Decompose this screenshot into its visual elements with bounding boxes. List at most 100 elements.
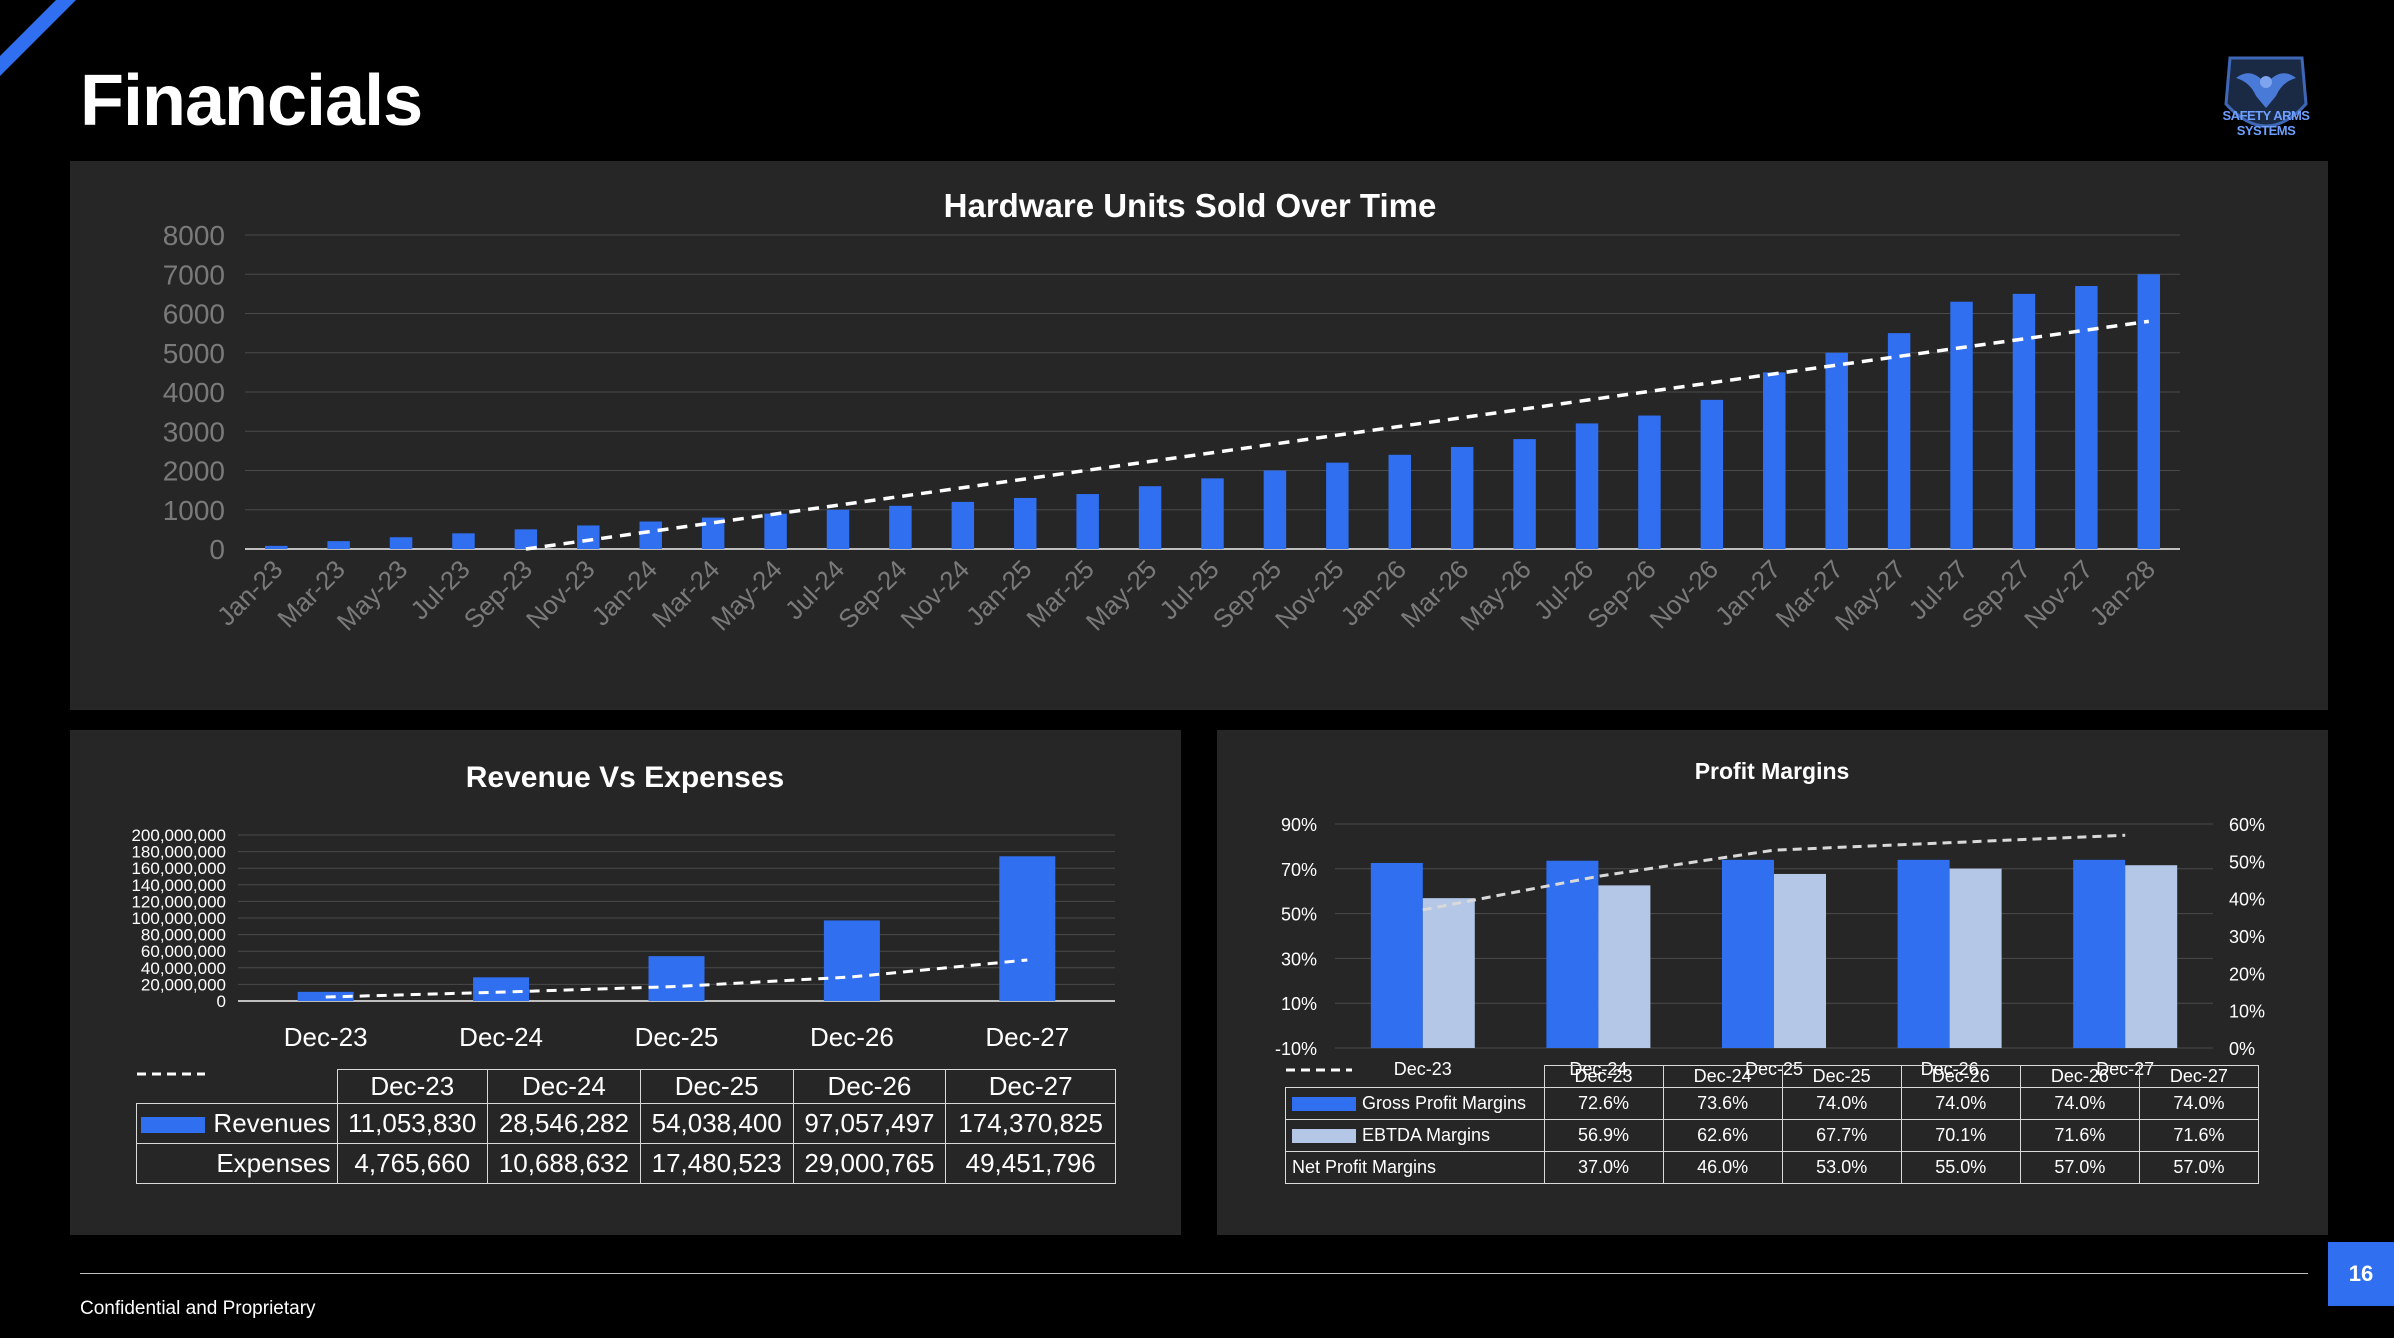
x-tick-label: Dec-27 <box>985 1022 1069 1052</box>
x-tick-label: Dec-26 <box>810 1022 894 1052</box>
x-tick-label: Jan-27 <box>1709 554 1786 631</box>
y-tick-label-left: 90% <box>1281 815 1317 835</box>
table-cell: 56.9% <box>1543 1119 1664 1152</box>
x-tick-label: Nov-25 <box>1269 554 1349 634</box>
bar <box>2137 274 2161 549</box>
table-cell: 70.1% <box>1900 1119 2021 1152</box>
bar <box>2012 293 2036 549</box>
y-tick-label: 40,000,000 <box>141 959 226 978</box>
bar <box>639 521 662 549</box>
legend-label: Gross Profit Margins <box>1362 1093 1527 1113</box>
x-tick-label: Nov-24 <box>895 554 975 634</box>
x-tick-label: Jan-25 <box>960 554 1037 631</box>
y-tick-label: 100,000,000 <box>131 909 226 928</box>
table-cell: 49,451,796 <box>945 1143 1116 1184</box>
table-row: EBTDA Margins 56.9% 62.6% 67.7% 70.1% 71… <box>1285 1119 2260 1152</box>
x-tick-label: Nov-23 <box>520 554 600 634</box>
y-tick-label: 3000 <box>163 416 225 447</box>
trendline <box>525 319 2150 551</box>
bar <box>1326 462 1349 549</box>
x-tick-label: Nov-26 <box>1644 554 1724 634</box>
footer-divider <box>80 1273 2308 1274</box>
x-tick-label: May-26 <box>1454 554 1537 637</box>
table-header-cell: Dec-23 <box>1543 1065 1664 1088</box>
bar <box>1638 415 1661 549</box>
table-cell: 74.0% <box>2138 1087 2260 1120</box>
bar <box>514 529 538 549</box>
table-cell: 74.0% <box>1781 1087 1902 1120</box>
table-cell: 28,546,282 <box>487 1103 641 1144</box>
page-number-badge: 16 <box>2328 1242 2394 1306</box>
table-cell: 37.0% <box>1543 1151 1664 1184</box>
y-tick-label-left: -10% <box>1275 1039 1317 1059</box>
x-tick-label: Nov-27 <box>2018 554 2098 634</box>
table-cell: 57.0% <box>2138 1151 2260 1184</box>
x-tick-label: May-23 <box>331 554 414 637</box>
table-row: Net Profit Margins 37.0% 46.0% 53.0% 55.… <box>1285 1068 2260 1184</box>
x-tick-label: Dec-24 <box>459 1022 543 1052</box>
table-header-cell: Dec-24 <box>1662 1065 1783 1088</box>
y-tick-label: 180,000,000 <box>131 843 226 862</box>
table-header-cell: Dec-27 <box>945 1069 1116 1104</box>
bar <box>1575 423 1599 549</box>
table-header-cell: Dec-25 <box>1781 1065 1902 1088</box>
y-tick-label: 20,000,000 <box>141 975 226 994</box>
y-tick-label-left: 70% <box>1281 860 1317 880</box>
bar <box>2075 286 2098 549</box>
revenue-expenses-panel: Revenue Vs Expenses 0 20,000,000 40,000,00… <box>70 730 1181 1235</box>
x-tick-label: Dec-23 <box>1394 1059 1452 1079</box>
bar-ebtda-margin <box>2125 865 2178 1048</box>
chart-title: Hardware Units Sold Over Time <box>944 187 1437 224</box>
bar <box>389 537 413 549</box>
table-cell: 4,765,660 <box>336 1143 489 1184</box>
bar <box>1513 439 1536 549</box>
x-tick-label: Sep-25 <box>1207 554 1287 634</box>
bar <box>473 977 530 1001</box>
bar <box>826 509 850 549</box>
corner-accent-stripe <box>0 0 76 76</box>
table-cell: 29,000,765 <box>792 1143 947 1184</box>
table-row: Expenses 4,765,660 10,688,632 17,480,523… <box>136 1072 1116 1184</box>
chart-title: Revenue Vs Expenses <box>466 761 785 794</box>
table-header-cell: Dec-26 <box>1900 1065 2021 1088</box>
table-row: Revenues 11,053,830 28,546,282 54,038,40… <box>136 1103 1116 1144</box>
table-cell: 71.6% <box>2019 1119 2140 1152</box>
x-tick-label: Jan-23 <box>211 554 288 631</box>
bar-ebtda-margin <box>1774 873 1826 1048</box>
y-tick-label: 6000 <box>163 299 225 330</box>
table-header-cell: Dec-23 <box>336 1069 489 1104</box>
y-tick-label: 7000 <box>163 259 225 290</box>
y-tick-label-right: 60% <box>2229 815 2265 835</box>
x-tick-label: May-27 <box>1829 554 1912 637</box>
bar <box>701 517 725 549</box>
chart-title: Profit Margins <box>1695 758 1850 784</box>
bar <box>1825 352 1848 549</box>
bar <box>1014 497 1037 549</box>
table-header-cell: Dec-27 <box>2138 1065 2260 1088</box>
bar <box>1950 301 1973 549</box>
table-cell: 72.6% <box>1543 1087 1664 1120</box>
table-header-cell: Dec-25 <box>639 1069 794 1104</box>
y-tick-label-left: 10% <box>1281 994 1317 1014</box>
y-tick-label: 2000 <box>163 456 225 487</box>
bar <box>764 513 787 549</box>
y-tick-label: 140,000,000 <box>131 876 226 895</box>
table-cell: 10,688,632 <box>487 1143 641 1184</box>
y-tick-label-right: 30% <box>2229 927 2265 947</box>
y-tick-label: 60,000,000 <box>141 942 226 961</box>
x-tick-label: Jan-24 <box>586 554 663 631</box>
y-tick-label: 0 <box>217 992 226 1011</box>
logo-text: SAFETY ARMS SYSTEMS <box>2222 108 2310 138</box>
table-cell: 62.6% <box>1662 1119 1783 1152</box>
bar <box>1887 333 1911 549</box>
margins-data-table: Dec-23 Dec-24 Dec-25 Dec-26 Dec-26 Dec-2… <box>1285 1065 2260 1184</box>
bar-gross-margin <box>1546 860 1599 1048</box>
x-tick-label: Sep-23 <box>458 554 538 634</box>
bar <box>823 920 880 1001</box>
gross-margin-legend-key <box>1292 1097 1356 1112</box>
legend-label: Revenues <box>213 1108 331 1138</box>
table-cell: 54,038,400 <box>639 1103 794 1144</box>
x-tick-label: Sep-26 <box>1581 554 1661 634</box>
shield-eagle-icon <box>2224 56 2308 128</box>
bar <box>1263 470 1287 549</box>
